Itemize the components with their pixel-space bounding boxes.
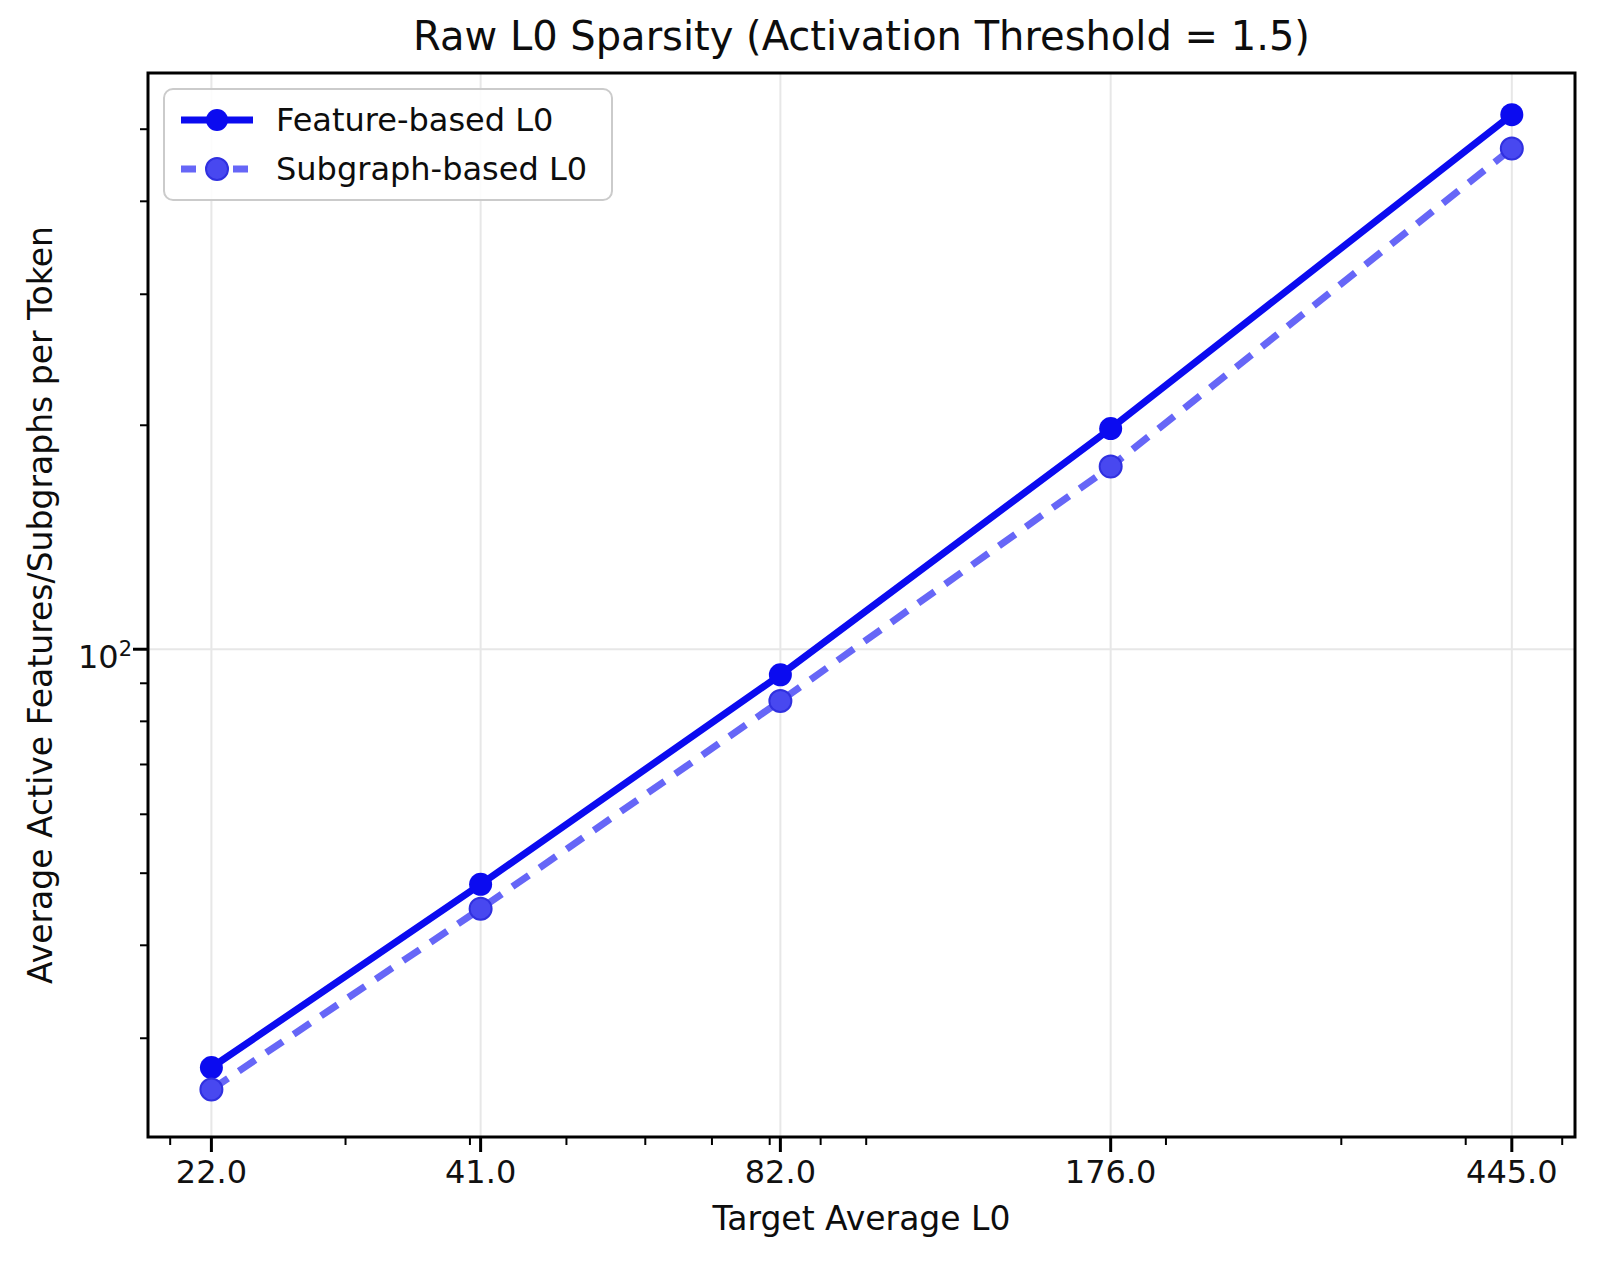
series-subgraph-markers [200,138,1522,1101]
chart-figure: Raw L0 Sparsity (Activation Threshold = … [0,0,1600,1261]
x-tick-label: 176.0 [1065,1153,1157,1191]
data-point-feature [200,1056,223,1079]
data-point-subgraph [1501,138,1523,160]
legend-label-feature: Feature-based L0 [276,101,553,139]
x-tick-label: 445.0 [1466,1153,1558,1191]
x-axis-ticks [170,1137,1562,1152]
data-point-feature [769,663,792,686]
legend-sample-dashed-line-icon [178,152,256,186]
x-tick-label: 41.0 [445,1153,516,1191]
legend: Feature-based L0 Subgraph-based L0 [163,88,613,201]
data-point-subgraph [200,1078,222,1100]
data-point-subgraph [470,898,492,920]
x-tick-label: 22.0 [176,1153,247,1191]
data-point-feature [469,873,492,896]
legend-item-feature: Feature-based L0 [178,97,587,143]
series-feature-line [211,115,1511,1068]
data-point-feature [1500,103,1523,126]
y-axis-ticks [133,129,148,1038]
data-point-feature [1099,417,1122,440]
data-point-subgraph [769,690,791,712]
data-point-subgraph [1100,456,1122,478]
series-subgraph-line [211,149,1511,1090]
series-feature-markers [200,103,1523,1079]
legend-label-subgraph: Subgraph-based L0 [276,150,587,188]
legend-item-subgraph: Subgraph-based L0 [178,146,587,192]
x-tick-labels: 22.0 41.0 82.0 176.0 445.0 [176,1153,1558,1191]
x-tick-label: 82.0 [745,1153,816,1191]
legend-sample-solid-line-icon [178,103,256,137]
